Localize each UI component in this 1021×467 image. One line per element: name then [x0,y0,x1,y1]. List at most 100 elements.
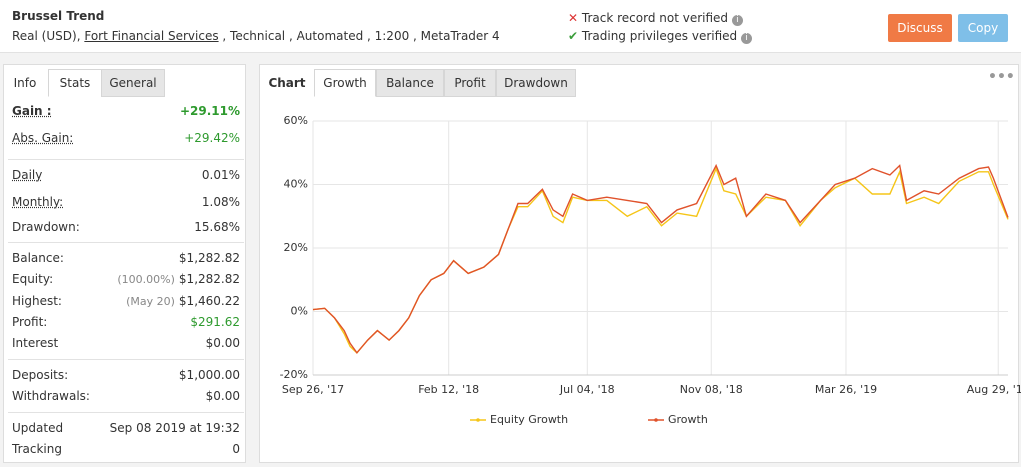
legend-label: Equity Growth [490,413,568,426]
tab[interactable]: Profit [444,69,496,97]
stat-value: +29.11% [179,104,240,118]
legend-marker [654,418,658,422]
tab[interactable]: Stats [48,69,102,97]
y-tick-label: 60% [284,114,308,127]
stat-value-group: 0.01% [202,165,240,185]
stat-value: $1,460.22 [178,294,240,308]
stat-label: Highest: [12,294,62,308]
separator [8,242,244,243]
chart-label: Chart [268,76,306,90]
stat-value: 1.08% [201,195,240,209]
stat-value-group: 0 [232,439,240,459]
stat-note: (May 20) [126,295,175,308]
x-tick-label: Jul 04, '18 [559,383,615,396]
x-tick-label: Mar 26, '19 [815,383,877,396]
discuss-button[interactable]: Discuss [888,14,952,42]
stat-row: Highest: (May 20) $1,460.22 [12,291,240,311]
stat-value: 15.68% [194,220,240,234]
stat-label: Monthly: [12,195,64,209]
stat-label: Tracking [12,442,62,456]
stat-value: 0.01% [201,168,240,182]
stat-label: Updated [12,421,64,435]
stat-value-group: (May 20) $1,460.22 [126,291,240,312]
stat-row: Deposits: $1,000.00 [12,365,240,385]
stat-label: Equity: [12,272,54,286]
stat-value-group: $1,282.82 [179,248,240,268]
stat-row: Daily 0.01% [12,165,240,185]
x-tick-label: Aug 29, '19 [967,383,1021,396]
stat-value: Sep 08 2019 at 19:32 [109,421,240,435]
stat-label: Balance: [12,251,64,265]
stat-value-group: (100.00%) $1,282.82 [117,269,240,290]
stat-label: Drawdown: [12,220,80,234]
stat-row: Gain : +29.11% [12,101,240,121]
tab[interactable]: Balance [376,69,444,97]
stat-label: Abs. Gain: [12,131,74,145]
tab[interactable]: General [101,69,165,97]
menu-icon[interactable]: ••• [988,69,1015,85]
stat-label: Deposits: [12,368,69,382]
stat-value: $0.00 [205,336,240,350]
legend-marker [476,418,480,422]
stat-value: +29.42% [184,131,240,145]
stat-value: $1,282.82 [178,251,240,265]
stat-note: (100.00%) [117,273,175,286]
status-item: ✕ Track record not verified i [568,11,743,26]
stat-label: Profit: [12,315,48,329]
stat-row: Monthly: 1.08% [12,192,240,212]
separator [8,412,244,413]
y-tick-label: 40% [284,178,308,191]
stat-row: Interest $0.00 [12,333,240,353]
stat-value-group: $0.00 [206,386,240,406]
stat-row: Drawdown: 15.68% [12,217,240,237]
header: Brussel Trend Real (USD), Fort Financial… [0,0,1021,53]
stat-row: Profit: $291.62 [12,312,240,332]
status-text: Trading privileges verified [581,29,738,43]
stat-row: Balance: $1,282.82 [12,248,240,268]
system-title: Brussel Trend [12,9,105,23]
tab[interactable]: Growth [314,69,376,97]
x-tick-label: Feb 12, '18 [418,383,479,396]
account: Real (USD), [12,29,81,43]
stat-row: Abs. Gain: +29.42% [12,128,240,148]
stat-row: Equity: (100.00%) $1,282.82 [12,269,240,289]
stat-value-group: $291.62 [190,312,240,332]
stat-label: Gain : [12,104,52,118]
stat-value: $1,000.00 [178,368,240,382]
y-tick-label: 20% [284,241,308,254]
separator [8,159,244,160]
stat-value: $1,282.82 [178,272,240,286]
stat-label: Interest [12,336,59,350]
separator [8,359,244,360]
broker-link[interactable]: Fort Financial Services [84,29,219,43]
tab[interactable]: Drawdown [496,69,576,97]
stat-row: Tracking 0 [12,439,240,459]
status-text: Track record not verified [581,11,729,25]
y-tick-label: 0% [291,305,308,318]
line-series [312,166,1009,354]
x-tick-label: Nov 08, '18 [680,383,743,396]
stat-value-group: +29.11% [180,101,240,121]
system-info: Real (USD), Fort Financial Services , Te… [12,29,500,43]
stat-value: $291.62 [190,315,240,329]
stat-value-group: Sep 08 2019 at 19:32 [110,418,240,438]
stat-value: 0 [232,442,240,456]
stat-row: Withdrawals: $0.00 [12,386,240,406]
stat-value-group: 1.08% [202,192,240,212]
tab[interactable]: Info [13,76,37,90]
details: , Technical , Automated , 1:200 , MetaTr… [222,29,500,43]
line-series [312,163,1009,354]
stat-value-group: $1,000.00 [179,365,240,385]
stat-row: Updated Sep 08 2019 at 19:32 [12,418,240,438]
status-item: ✔ Trading privileges verified i [568,29,752,44]
x-tick-label: Sep 26, '17 [282,383,344,396]
stat-label: Daily [12,168,43,182]
stat-value-group: $0.00 [206,333,240,353]
stat-value-group: +29.42% [184,128,240,148]
stats-panel: Info Stats General Gain : +29.11% Abs. Gai… [3,64,246,463]
stat-value: $0.00 [205,389,240,403]
copy-button[interactable]: Copy [958,14,1008,42]
legend-label: Growth [668,413,708,426]
